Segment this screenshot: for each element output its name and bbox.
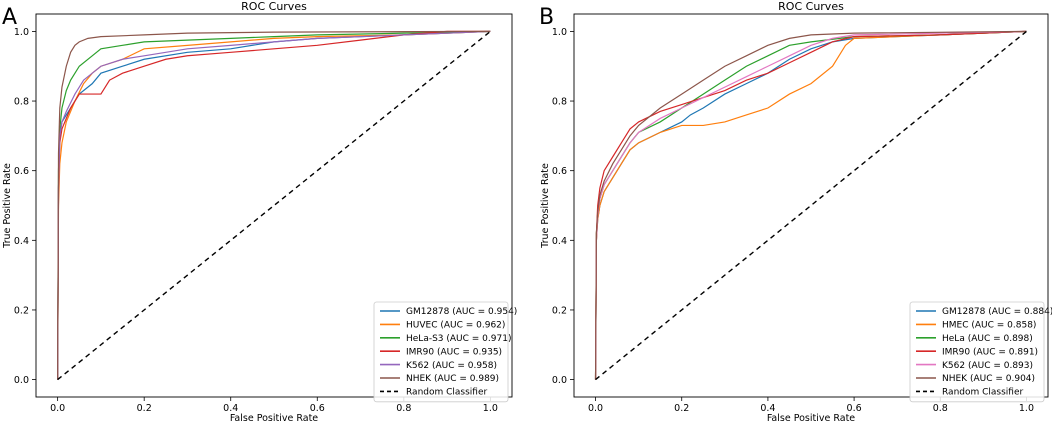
y-tick-label: 0.0 <box>552 375 567 386</box>
legend-entry: HUVEC (AUC = 0.962) <box>406 321 505 331</box>
y-tick-label: 0.4 <box>552 236 567 247</box>
y-axis-label: True Positive Rate <box>2 163 13 249</box>
y-axis-label: True Positive Rate <box>540 163 551 249</box>
y-tick-label: 0.4 <box>14 236 29 247</box>
x-tick-label: 0.6 <box>310 403 325 414</box>
plot-frame <box>573 13 1049 398</box>
legend-entry: Random Classifier <box>406 388 488 398</box>
x-tick-label: 0.8 <box>396 403 411 414</box>
roc-panel-b: B ROC Curves 0.0 0.2 0.4 0.6 0.8 1.0 0.0 0.2 0.4 0.… <box>539 0 1052 422</box>
series-line-5 <box>57 30 491 380</box>
series-line-1 <box>594 30 1027 380</box>
series-line-3 <box>594 30 1027 380</box>
x-tick-label: 0.6 <box>847 403 862 414</box>
x-tick-label: 0.4 <box>223 403 238 414</box>
x-tick-label: 1.0 <box>483 403 498 414</box>
series-line-6 <box>595 30 1027 381</box>
x-tick-label: 0.2 <box>137 403 152 414</box>
x-tick-label: 0.8 <box>933 403 948 414</box>
y-tick-label: 0.8 <box>14 97 29 108</box>
legend-entry: HMEC (AUC = 0.858) <box>942 321 1036 331</box>
panel-label: B <box>539 5 554 30</box>
y-tick-label: 1.0 <box>552 27 567 38</box>
legend-entry: Random Classifier <box>942 388 1024 398</box>
legend-entry: GM12878 (AUC = 0.954) <box>406 307 517 317</box>
legend: GM12878 (AUC = 0.884) HMEC (AUC = 0.858) H… <box>909 301 1052 403</box>
x-tick-label: 0.0 <box>50 403 65 414</box>
y-tick-label: 0.2 <box>14 305 29 316</box>
legend-entry: NHEK (AUC = 0.904) <box>942 374 1035 384</box>
x-tick-label: 0.2 <box>674 403 689 414</box>
series-group <box>57 30 491 381</box>
legend-entry: GM12878 (AUC = 0.884) <box>942 307 1052 317</box>
legend: GM12878 (AUC = 0.954) HUVEC (AUC = 0.962)… <box>373 301 517 403</box>
y-tick-label: 0.0 <box>14 375 29 386</box>
x-tick-label: 1.0 <box>1019 403 1034 414</box>
series-line-3 <box>57 30 491 380</box>
roc-panel-a: A ROC Curves 0.0 0.2 0.4 0.6 0.8 1.0 0.0 0.2 0.4 0.… <box>2 0 517 422</box>
y-tick-label: 0.6 <box>552 166 567 177</box>
series-line-5 <box>594 30 1027 380</box>
series-line-2 <box>57 30 491 380</box>
x-tick-label: 0.4 <box>760 403 775 414</box>
legend-entry: NHEK (AUC = 0.989) <box>406 374 499 384</box>
legend-entry: K562 (AUC = 0.958) <box>406 361 497 371</box>
series-line-4 <box>57 30 491 380</box>
series-group <box>594 30 1027 381</box>
legend-entry: HeLa (AUC = 0.898) <box>942 334 1033 344</box>
x-tick-label: 0.0 <box>588 403 603 414</box>
legend-entry: IMR90 (AUC = 0.935) <box>406 347 502 357</box>
y-tick-label: 0.2 <box>552 305 567 316</box>
plot-frame <box>35 13 513 398</box>
chart-title: ROC Curves <box>778 0 844 13</box>
y-tick-label: 1.0 <box>14 27 29 38</box>
panel-label: A <box>2 5 17 30</box>
x-axis-label: False Positive Rate <box>767 413 855 422</box>
y-tick-label: 0.8 <box>552 97 567 108</box>
chart-title: ROC Curves <box>241 0 307 13</box>
legend-entry: HeLa-S3 (AUC = 0.971) <box>406 334 511 344</box>
series-line-4 <box>594 30 1027 380</box>
legend-box <box>373 301 509 403</box>
legend-entry: K562 (AUC = 0.893) <box>942 361 1033 371</box>
legend-box <box>909 301 1045 403</box>
series-line-6 <box>57 30 491 381</box>
x-axis-label: False Positive Rate <box>230 413 318 422</box>
legend-entry: IMR90 (AUC = 0.891) <box>942 347 1038 357</box>
y-tick-label: 0.6 <box>14 166 29 177</box>
